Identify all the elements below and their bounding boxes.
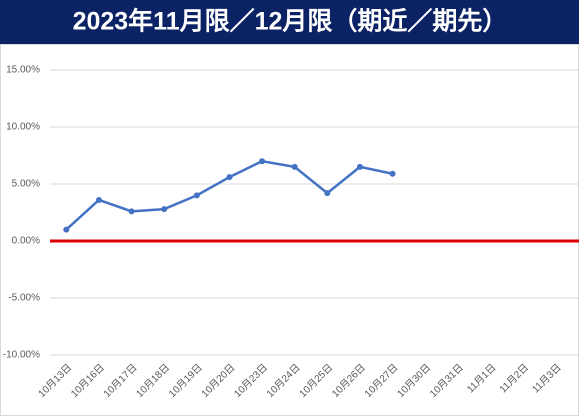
y-tick-label: 10.00% xyxy=(6,122,40,133)
point xyxy=(95,196,102,203)
y-tick-label: 15.00% xyxy=(6,65,40,76)
point xyxy=(356,163,363,170)
y-tick-label: -5.00% xyxy=(8,293,40,304)
point xyxy=(226,174,233,181)
point xyxy=(324,190,331,197)
point xyxy=(63,226,70,233)
title-banner xyxy=(0,0,579,44)
y-tick-label: -10.00% xyxy=(3,350,40,361)
point xyxy=(259,158,266,165)
y-tick-label: 0.00% xyxy=(12,236,40,247)
point xyxy=(161,206,168,213)
point xyxy=(389,170,396,177)
y-tick-label: 5.00% xyxy=(12,179,40,190)
point xyxy=(291,163,298,170)
point xyxy=(128,208,135,215)
chart-title: 2023年11月限／12月限（期近／期先） xyxy=(73,7,508,36)
point xyxy=(193,192,200,199)
